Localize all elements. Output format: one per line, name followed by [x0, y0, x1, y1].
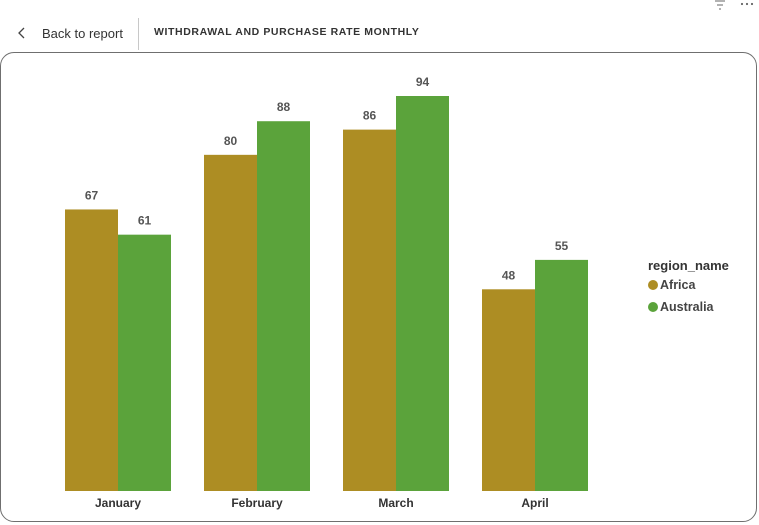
legend-title: region_name	[648, 258, 729, 273]
page-title: WITHDRAWAL AND PURCHASE RATE MONTHLY	[154, 26, 420, 38]
divider	[138, 18, 139, 50]
filter-icon[interactable]	[713, 0, 727, 10]
bar-australia-january[interactable]	[118, 234, 171, 491]
bar-australia-march[interactable]	[396, 96, 449, 491]
data-label: 86	[363, 109, 377, 123]
legend-swatch	[648, 280, 658, 290]
more-icon[interactable]	[740, 0, 754, 8]
data-label: 48	[502, 268, 516, 282]
x-tick-label: April	[521, 496, 548, 510]
legend-swatch	[648, 302, 658, 312]
legend-label: Australia	[660, 300, 714, 314]
top-bar: Back to report WITHDRAWAL AND PURCHASE R…	[0, 0, 759, 52]
bar-africa-february[interactable]	[204, 154, 257, 492]
back-label: Back to report	[42, 25, 123, 41]
bar-australia-february[interactable]	[257, 121, 310, 491]
chart-card: 67 61 January 80 88 February 86 94 March 48 55 Apri…	[0, 52, 757, 522]
x-tick-label: March	[378, 496, 413, 510]
legend-label: Africa	[660, 278, 696, 292]
bar-africa-april[interactable]	[482, 289, 535, 491]
data-label: 88	[277, 100, 291, 114]
data-label: 67	[85, 188, 99, 202]
data-label: 94	[416, 75, 430, 89]
chevron-left-icon	[18, 27, 25, 39]
back-to-report-button[interactable]: Back to report	[16, 22, 123, 44]
data-label: 80	[224, 134, 238, 148]
bar-africa-january[interactable]	[65, 209, 118, 491]
data-label: 61	[138, 214, 152, 228]
legend-item-australia[interactable]: Australia	[648, 300, 729, 314]
data-label: 55	[555, 239, 569, 253]
legend-item-africa[interactable]: Africa	[648, 278, 729, 292]
bar-australia-april[interactable]	[535, 259, 588, 491]
x-tick-label: January	[95, 496, 141, 510]
bar-chart: 67 61 January 80 88 February 86 94 March 48 55 Apri…	[65, 75, 588, 510]
bar-africa-march[interactable]	[343, 129, 396, 492]
x-tick-label: February	[231, 496, 283, 510]
legend: region_name Africa Australia	[648, 258, 729, 322]
